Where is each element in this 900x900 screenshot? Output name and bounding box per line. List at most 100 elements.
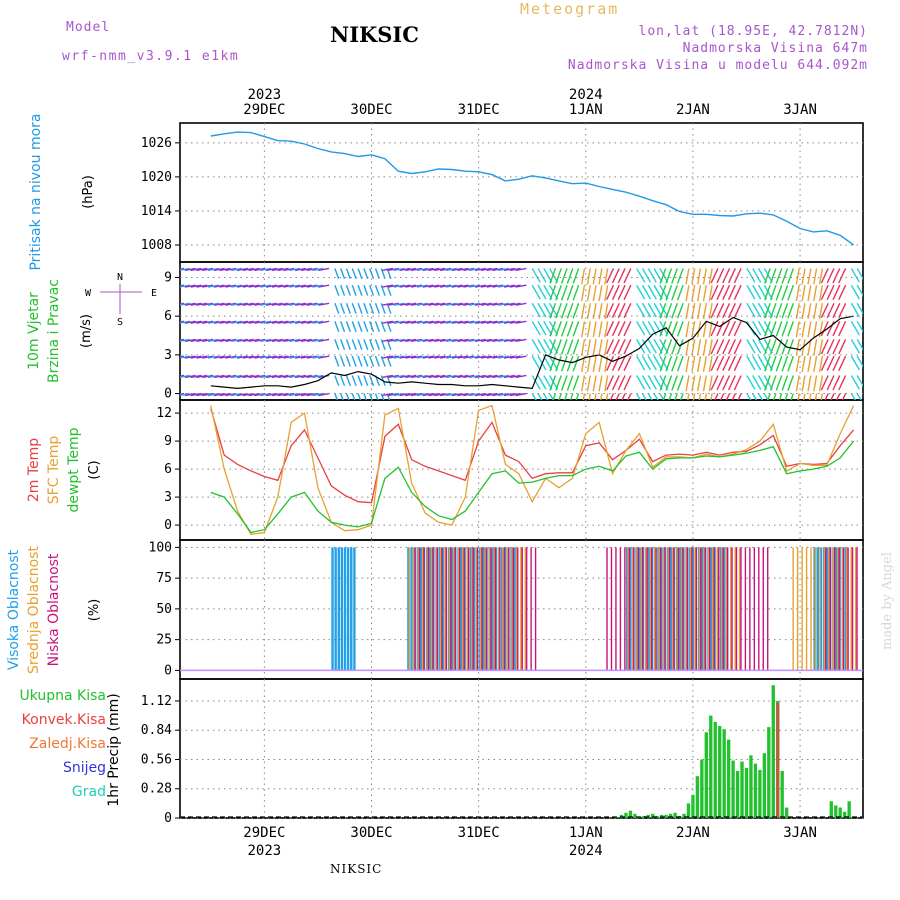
wind-barb [334,321,340,332]
wind-barb [387,320,399,324]
wind-barb [374,284,380,296]
high-cloud-bar [669,547,673,671]
legend-total-precip: Ukupna Kisa [19,688,106,704]
wind-barb [393,338,405,342]
wind-barb [451,302,463,306]
wind-barb [623,302,632,319]
wind-barb [775,268,783,284]
low-cloud-bar [619,547,622,671]
wind-barb [196,302,208,306]
wind-barb [202,302,214,306]
wind-barb [289,338,301,342]
wind-barb [207,284,219,288]
wind-barb [668,393,673,400]
wind-barb [838,339,847,355]
wind-barb [248,374,260,379]
wind-barb [345,303,351,314]
wind-barb [685,356,690,373]
wind-barb [207,320,219,324]
wind-barb [775,321,783,337]
wind-barb [260,355,272,359]
wind-barb [434,320,446,324]
wind-barb [498,320,510,324]
wind-barb [764,284,771,301]
total-precip-bar [843,811,847,818]
wind-barb [277,284,289,288]
y-tick-label: 1014 [141,204,172,219]
wind-barb [225,302,237,306]
wind-barb [708,303,713,320]
wind-barb [623,284,632,300]
wind-barb [254,302,266,306]
wind-barb [381,338,394,342]
wind-barb [231,392,243,397]
mid-cloud-bar [640,547,643,671]
wind-barb [611,375,620,391]
low-cloud-bar [758,547,760,671]
mid-cloud-bar [689,547,692,671]
wind-barb [807,268,812,285]
y-tick-label: 0 [164,387,172,402]
wind-barb [781,303,789,319]
wind-barb [469,284,481,288]
wind-barb [691,285,696,302]
mid-cloud-bar [841,547,843,671]
wind-barb [555,303,562,319]
mid-cloud-bar [796,547,799,671]
high-cloud-bar [450,547,454,671]
wind-barb [457,338,469,342]
wind-barb [300,355,312,359]
wind-barb [434,267,446,272]
wind-barb [704,393,708,400]
wind-barb [679,393,684,400]
wind-barb [856,268,863,280]
wind-barb [434,338,446,342]
wind-barb [463,355,475,359]
wind-barb [566,303,574,319]
total-precip-bar [744,767,749,818]
wind-barb [509,320,521,324]
wind-axis-label-2: Brzina i Pravac [46,279,62,383]
wind-barb [769,375,777,391]
wind-barb [498,284,510,288]
high-cloud-bar [513,547,516,671]
wind-barb [190,302,202,306]
wind-barb [537,302,547,318]
wind-barb [318,284,330,288]
wind-barb [422,338,434,342]
total-precip-bar [673,812,677,818]
wind-barb [555,339,562,355]
wind-barb [422,320,434,324]
wind-barb [428,355,440,359]
low-cloud-bar [490,547,492,671]
low-cloud-bar [624,547,626,671]
high-cloud-bar [331,547,334,671]
meteogram-label: Meteogram [520,0,620,18]
wind-barb [710,375,719,391]
wind-barb [676,284,684,301]
wind-barb [716,268,725,284]
wind-barb [345,375,351,387]
wind-barb [202,355,214,359]
mid-cloud-bar [475,547,477,671]
wind-barb [586,375,591,392]
wind-barb [498,302,510,306]
wind-barb [393,267,405,272]
wind-barb [381,374,394,379]
wind-barb [393,320,405,324]
mid-cloud-bar [413,547,415,671]
wind-barb [363,284,369,296]
wind-barb [283,355,295,359]
wind-barb [702,375,708,392]
wind-barb [242,320,254,324]
wind-barb [787,303,795,319]
wind-barb [611,302,620,319]
wind-barb [801,268,806,285]
wind-barb [549,284,557,301]
wind-barb [752,284,762,300]
wind-barb [676,321,684,337]
wind-barb [416,320,428,324]
wind-barb [345,339,351,350]
wind-barb [248,284,260,288]
wind-barb [605,393,609,400]
